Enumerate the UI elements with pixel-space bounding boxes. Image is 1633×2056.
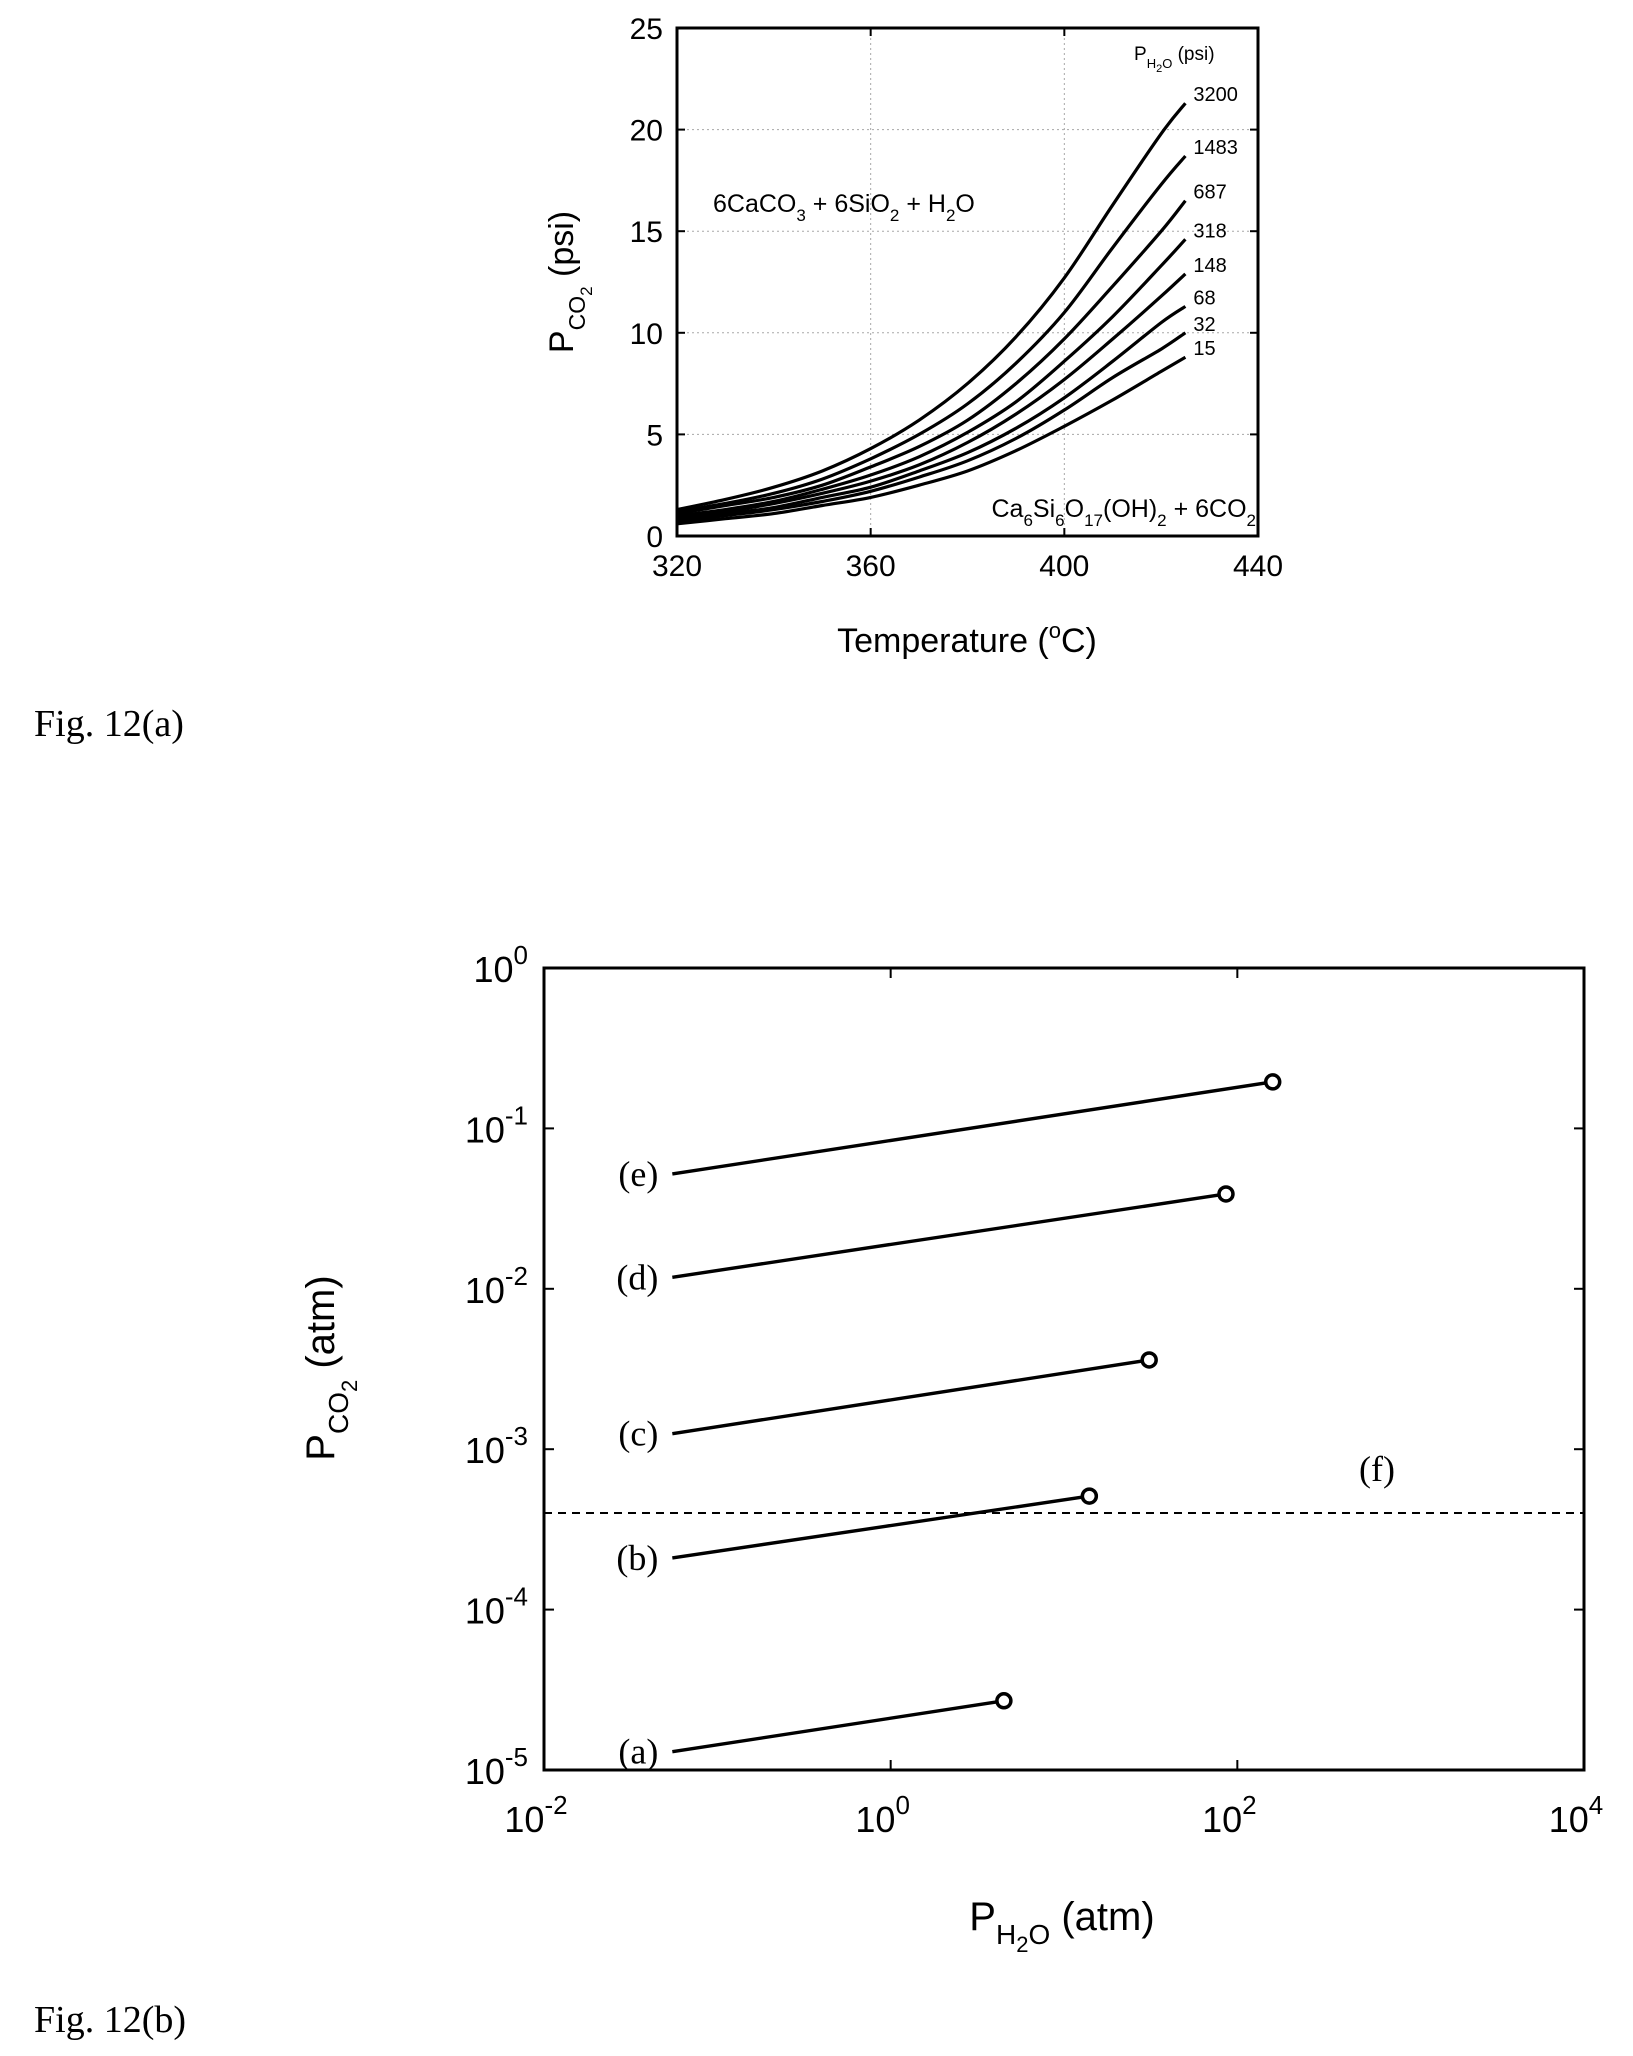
fig-a-y-tick-label: 10: [630, 318, 663, 351]
fig-b-series-label-b: (b): [616, 1538, 658, 1578]
fig-a-series-label-687: 687: [1193, 182, 1226, 204]
fig-b-segment-b: [672, 1494, 1090, 1560]
fig-b-x-tick-label: 102: [1202, 1790, 1257, 1840]
fig-a-series-label-15: 15: [1193, 338, 1215, 360]
fig-b-series-labels: (a) (b) (c) (d) (e): [616, 1154, 658, 1772]
fig-a-ticks: 320 360 400 440 0 5 10 15 20 25: [630, 13, 1283, 583]
fig-a-x-tick-label: 400: [1039, 550, 1089, 583]
fig-b-y-tick-label: 100: [473, 940, 528, 990]
fig-a-curve-1483: [676, 154, 1187, 514]
fig-b-y-tick-label: 10-4: [465, 1582, 528, 1632]
fig-a-plot-frame: [675, 26, 1260, 538]
fig-a-x-tick-label: 360: [846, 550, 896, 583]
fig-a-grid: [677, 28, 1258, 536]
fig-a-x-tick-label: 440: [1233, 550, 1283, 583]
fig-b-segment-a: [672, 1699, 1005, 1754]
fig-b-series-label-a: (a): [618, 1732, 658, 1772]
fig-b-segment-e: [672, 1080, 1273, 1176]
fig-a-series-label-1483: 1483: [1193, 137, 1238, 159]
fig-a-y-tick-label: 0: [646, 521, 663, 554]
fig-b-segment-d: [672, 1192, 1227, 1279]
fig-b-y-tick-label: 10-3: [465, 1421, 528, 1471]
fig-b-x-tick-label: 100: [855, 1790, 910, 1840]
fig-12b-caption: Fig. 12(b): [34, 1999, 186, 2041]
fig-a-y-tick-label: 15: [630, 216, 663, 249]
fig-12a-caption: Fig. 12(a): [34, 703, 184, 745]
fig-a-curve-15: [676, 355, 1187, 526]
fig-a-series-label-68: 68: [1193, 287, 1215, 309]
fig-b-ticks: 10-2 100 102 104 10-5 10-4 10-3 10-2 10-1 100: [465, 940, 1603, 1840]
fig-b-y-tick-label: 10-1: [465, 1100, 528, 1150]
fig-a-series-label-32: 32: [1193, 314, 1215, 336]
fig-b-endpoint-d: [1217, 1185, 1235, 1203]
figure-12a-chart: 320 360 400 440 0 5 10 15 20 25 3200 1483 687 318 148…: [543, 13, 1283, 660]
fig-a-curve-32: [676, 331, 1187, 524]
fig-b-x-tick-label: 10-2: [504, 1790, 567, 1840]
fig-b-endpoint-c: [1140, 1351, 1158, 1369]
fig-b-segments: [672, 1073, 1282, 1754]
fig-a-series-label-318: 318: [1193, 220, 1226, 242]
fig-b-series-label-d: (d): [616, 1257, 658, 1297]
fig-a-y-tick-label: 20: [630, 115, 663, 148]
fig-a-x-axis-label: Temperature (oC): [837, 618, 1097, 660]
fig-b-x-axis-label: PH2O (atm): [969, 1895, 1154, 1957]
fig-a-curves: [676, 102, 1187, 526]
fig-b-series-label-e: (e): [618, 1154, 658, 1194]
fig-b-endpoint-e: [1263, 1073, 1282, 1091]
fig-b-y-tick-label: 10-2: [465, 1261, 528, 1311]
fig-a-reaction-reactants: 6CaCO3 + 6SiO2 + H2O: [713, 190, 975, 225]
fig-a-y-axis-label: PCO2 (psi): [543, 211, 596, 353]
fig-a-curve-687: [676, 199, 1187, 516]
fig-b-series-label-c: (c): [618, 1414, 658, 1454]
fig-a-y-tick-label: 5: [646, 419, 663, 452]
fig-a-curve-148: [676, 272, 1187, 520]
fig-a-y-tick-label: 25: [630, 13, 663, 46]
fig-b-x-tick-label: 104: [1549, 1790, 1604, 1840]
fig-a-x-tick-label: 320: [652, 550, 702, 583]
fig-b-y-tick-label: 10-5: [465, 1742, 528, 1792]
fig-a-legend-title: PH2O (psi): [1134, 44, 1215, 75]
fig-a-reaction-products: Ca6Si6O17(OH)2 + 6CO2: [991, 495, 1256, 530]
fig-b-endpoint-b: [1080, 1487, 1099, 1505]
fig-b-plot-frame: [542, 966, 1586, 1772]
fig-a-curve-318: [676, 238, 1187, 518]
fig-a-series-label-148: 148: [1193, 255, 1226, 277]
fig-a-curve-3200: [676, 102, 1187, 512]
fig-b-endpoint-a: [995, 1692, 1013, 1710]
fig-b-segment-c: [672, 1358, 1150, 1436]
fig-a-curve-68: [676, 305, 1187, 522]
fig-b-y-axis-label: PCO2 (atm): [299, 1275, 362, 1460]
fig-a-series-label-3200: 3200: [1193, 84, 1238, 106]
fig-b-reference-label-f: (f): [1359, 1449, 1395, 1489]
